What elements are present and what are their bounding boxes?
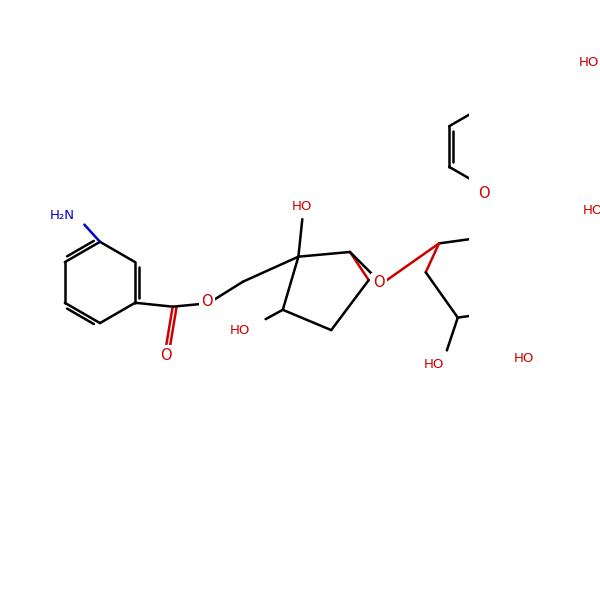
Text: O: O [373, 275, 385, 290]
Text: HO: HO [514, 352, 535, 365]
Text: O: O [161, 347, 172, 362]
Text: H₂N: H₂N [50, 209, 75, 222]
Text: HO: HO [292, 200, 313, 213]
Text: HO: HO [230, 323, 250, 337]
Text: O: O [479, 186, 490, 201]
Text: HO: HO [424, 358, 444, 371]
Text: O: O [201, 294, 213, 309]
Text: HO: HO [579, 56, 599, 68]
Text: HO: HO [583, 204, 600, 217]
